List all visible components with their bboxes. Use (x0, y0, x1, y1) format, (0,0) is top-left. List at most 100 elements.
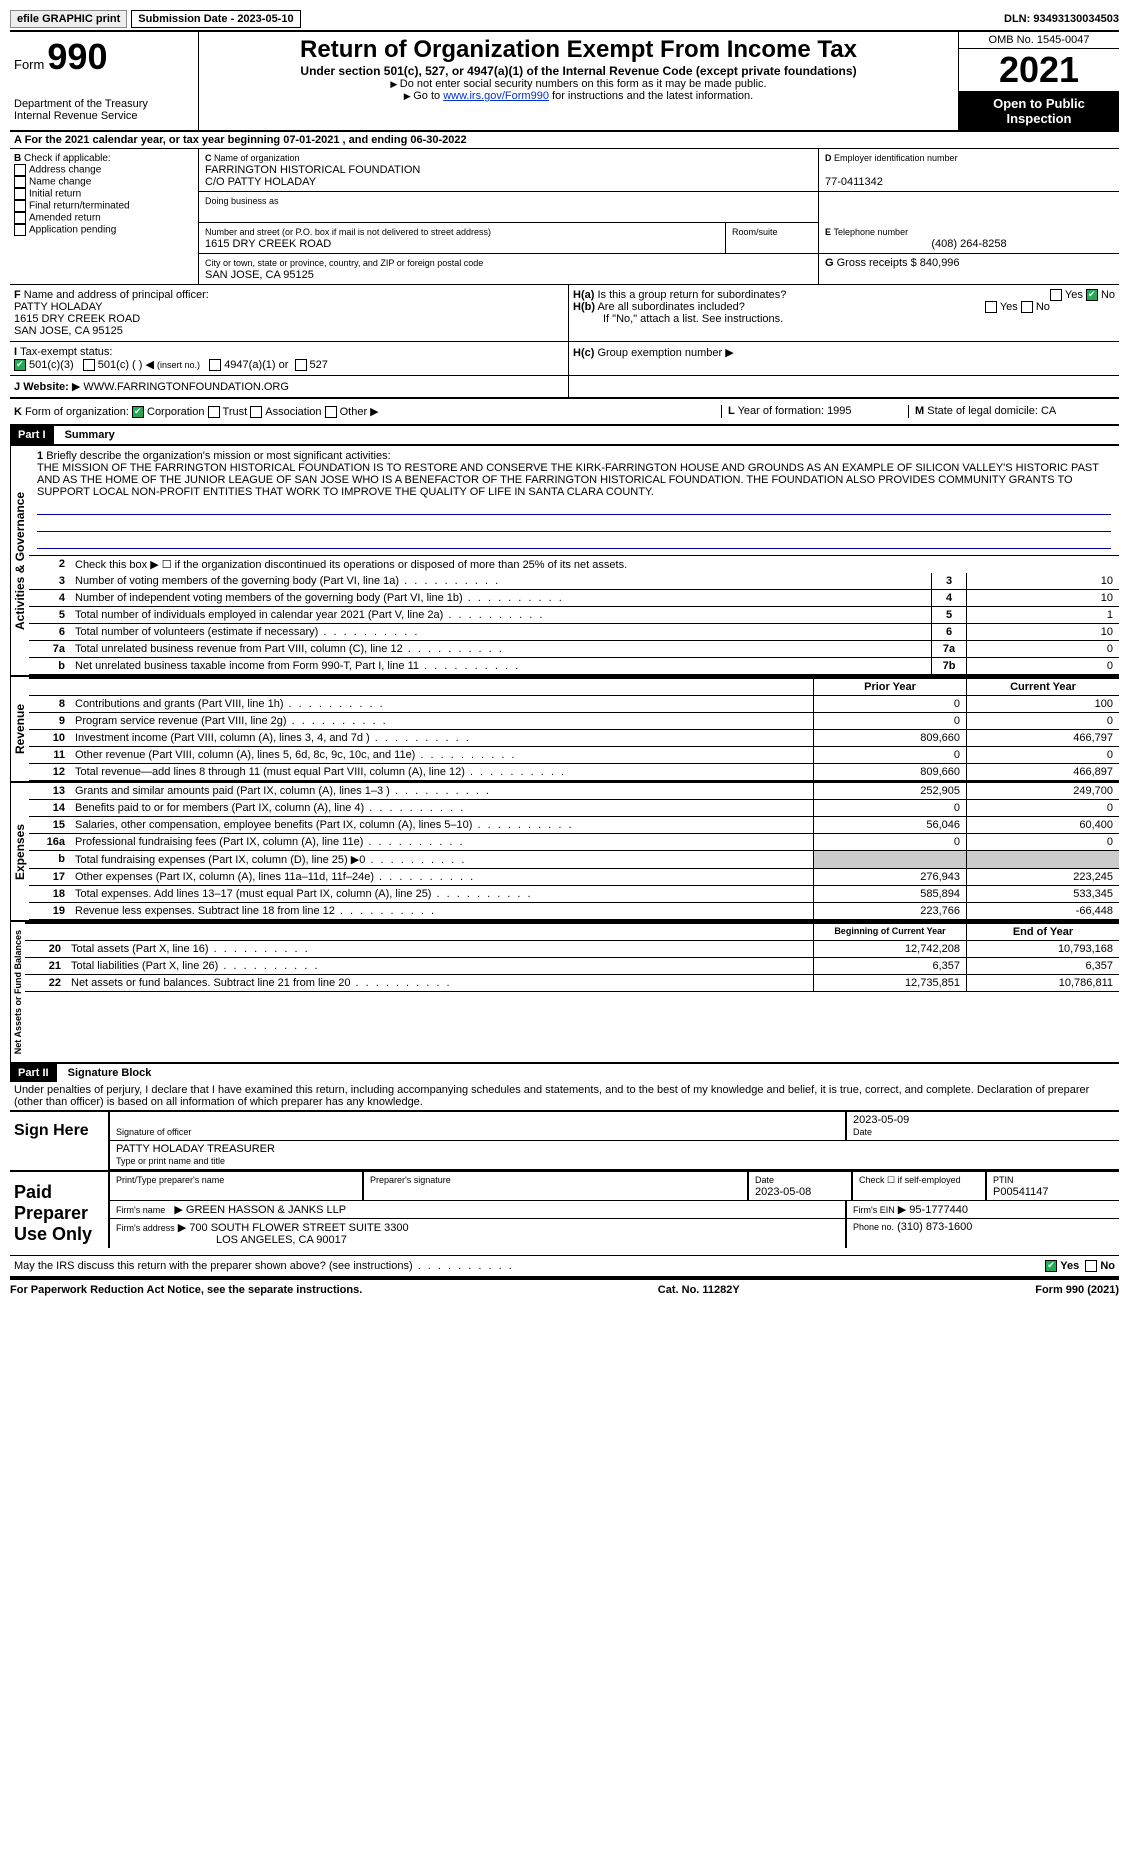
form-prefix: Form (14, 57, 44, 72)
line-11-prior: 0 (813, 747, 966, 763)
line-7a-box: 7a (931, 641, 966, 657)
perjury-statement: Under penalties of perjury, I declare th… (10, 1082, 1119, 1110)
line-3-text: Number of voting members of the governin… (71, 573, 931, 589)
form-org-label: Form of organization: (25, 406, 129, 418)
line-19-prior: 223,766 (813, 903, 966, 919)
col-current-year: Current Year (966, 679, 1119, 695)
org-address: 1615 DRY CREEK ROAD (205, 238, 331, 250)
dept-treasury: Department of the Treasury (14, 98, 194, 110)
line-7a-text: Total unrelated business revenue from Pa… (71, 641, 931, 657)
check-4947[interactable] (209, 359, 221, 371)
check-trust[interactable] (208, 406, 220, 418)
hc-label: Group exemption number (597, 347, 722, 359)
line-5-text: Total number of individuals employed in … (71, 607, 931, 623)
line-18-prior: 585,894 (813, 886, 966, 902)
org-name-label: Name of organization (214, 153, 300, 163)
check-501c[interactable] (83, 359, 95, 371)
line-22-current: 10,786,811 (966, 975, 1119, 991)
check-corporation[interactable] (132, 406, 144, 418)
col-eoy: End of Year (966, 924, 1119, 940)
tax-exempt-label: Tax-exempt status: (20, 346, 112, 358)
line-20-current: 10,793,168 (966, 941, 1119, 957)
check-final-return[interactable] (14, 200, 26, 212)
irs: Internal Revenue Service (14, 110, 194, 122)
firm-phone: (310) 873-1600 (897, 1221, 972, 1233)
tel-label: Telephone number (834, 227, 909, 237)
check-initial-return[interactable] (14, 188, 26, 200)
line-8-prior: 0 (813, 696, 966, 712)
line-18-current: 533,345 (966, 886, 1119, 902)
hb-yes[interactable] (985, 301, 997, 313)
check-other[interactable] (325, 406, 337, 418)
line-21-current: 6,357 (966, 958, 1119, 974)
prep-sig-label: Preparer's signature (370, 1175, 451, 1185)
check-self-employed: Check ☐ if self-employed (859, 1175, 961, 1185)
line-19-current: -66,448 (966, 903, 1119, 919)
line-10-text: Investment income (Part VIII, column (A)… (71, 730, 813, 746)
open-to-public: Open to Public Inspection (959, 92, 1119, 130)
line-11-current: 0 (966, 747, 1119, 763)
line-b-current (966, 851, 1119, 868)
line-7a-value: 0 (966, 641, 1119, 657)
check-501c3[interactable] (14, 359, 26, 371)
discuss-no[interactable] (1085, 1260, 1097, 1272)
irs-link[interactable]: www.irs.gov/Form990 (443, 90, 549, 102)
org-city: SAN JOSE, CA 95125 (205, 269, 314, 281)
note-ssn: Do not enter social security numbers on … (203, 78, 954, 90)
line-10-prior: 809,660 (813, 730, 966, 746)
officer-label: Name and address of principal officer: (24, 289, 209, 301)
check-application-pending[interactable] (14, 224, 26, 236)
line2: Check this box ▶ ☐ if the organization d… (71, 556, 1119, 573)
ptin-label: PTIN (993, 1175, 1014, 1185)
line-18-text: Total expenses. Add lines 13–17 (must eq… (71, 886, 813, 902)
gross-receipts-label: Gross receipts $ (837, 257, 917, 269)
line-14-text: Benefits paid to or for members (Part IX… (71, 800, 813, 816)
line-4-value: 10 (966, 590, 1119, 606)
line-10-current: 466,797 (966, 730, 1119, 746)
vtext-expenses: Expenses (10, 783, 29, 920)
line-21-text: Total liabilities (Part X, line 26) (67, 958, 813, 974)
officer-city: SAN JOSE, CA 95125 (14, 325, 123, 337)
line-9-text: Program service revenue (Part VIII, line… (71, 713, 813, 729)
hb-no[interactable] (1021, 301, 1033, 313)
ha-yes[interactable] (1050, 289, 1062, 301)
check-527[interactable] (295, 359, 307, 371)
check-association[interactable] (250, 406, 262, 418)
prep-date-label: Date (755, 1175, 774, 1185)
omb-number: OMB No. 1545-0047 (959, 32, 1119, 49)
check-address-change[interactable] (14, 164, 26, 176)
line-17-prior: 276,943 (813, 869, 966, 885)
part-ii-title: Signature Block (60, 1064, 160, 1082)
part-ii-header: Part II (10, 1064, 57, 1082)
form-title: Return of Organization Exempt From Incom… (203, 36, 954, 64)
discuss-yes[interactable] (1045, 1260, 1057, 1272)
firm-city: LOS ANGELES, CA 90017 (116, 1234, 839, 1246)
line-4-box: 4 (931, 590, 966, 606)
line-8-current: 100 (966, 696, 1119, 712)
ptin: P00541147 (993, 1186, 1048, 1198)
form-number: 990 (47, 36, 107, 77)
discuss-question: May the IRS discuss this return with the… (14, 1260, 514, 1272)
line-7b-value: 0 (966, 658, 1119, 674)
line-20-prior: 12,742,208 (813, 941, 966, 957)
line-15-prior: 56,046 (813, 817, 966, 833)
check-name-change[interactable] (14, 176, 26, 188)
line-12-text: Total revenue—add lines 8 through 11 (mu… (71, 764, 813, 780)
ha-no[interactable] (1086, 289, 1098, 301)
dln: DLN: 93493130034503 (1004, 13, 1119, 25)
footer-cat: Cat. No. 11282Y (658, 1284, 740, 1296)
officer-addr: 1615 DRY CREEK ROAD (14, 313, 140, 325)
line-15-current: 60,400 (966, 817, 1119, 833)
form-subtitle: Under section 501(c), 527, or 4947(a)(1)… (203, 64, 954, 78)
line-22-prior: 12,735,851 (813, 975, 966, 991)
officer-name-title: PATTY HOLADAY TREASURER (116, 1143, 275, 1155)
efile-button[interactable]: efile GRAPHIC print (10, 10, 127, 28)
row-a-taxyear: A For the 2021 calendar year, or tax yea… (10, 132, 1119, 149)
line-b-text: Total fundraising expenses (Part IX, col… (71, 851, 813, 868)
line-16a-current: 0 (966, 834, 1119, 850)
top-bar: efile GRAPHIC print Submission Date - 20… (10, 10, 1119, 32)
line-8-text: Contributions and grants (Part VIII, lin… (71, 696, 813, 712)
check-amended-return[interactable] (14, 212, 26, 224)
line-6-text: Total number of volunteers (estimate if … (71, 624, 931, 640)
line-4-text: Number of independent voting members of … (71, 590, 931, 606)
